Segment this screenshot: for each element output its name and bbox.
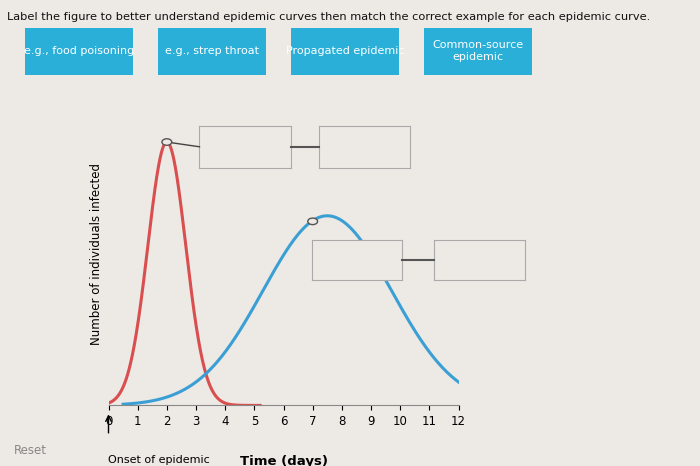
Text: Common-source
epidemic: Common-source epidemic <box>432 40 524 62</box>
Text: Onset of epidemic: Onset of epidemic <box>108 455 210 466</box>
Text: Time (days): Time (days) <box>239 455 328 466</box>
Text: Label the figure to better understand epidemic curves then match the correct exa: Label the figure to better understand ep… <box>7 12 650 21</box>
Text: Propagated epidemic: Propagated epidemic <box>286 46 404 56</box>
Text: e.g., food poisoning: e.g., food poisoning <box>24 46 134 56</box>
Text: e.g., strep throat: e.g., strep throat <box>164 46 259 56</box>
Text: Reset: Reset <box>14 445 47 457</box>
Y-axis label: Number of individuals infected: Number of individuals infected <box>90 163 103 345</box>
